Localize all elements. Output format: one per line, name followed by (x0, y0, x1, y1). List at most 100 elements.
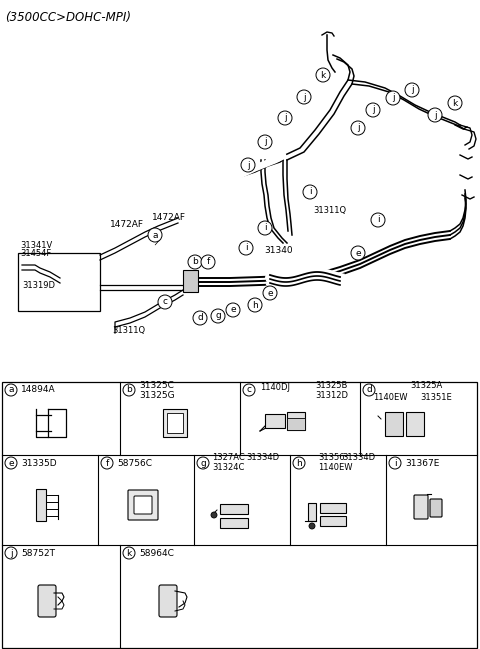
Bar (36, 489, 46, 521)
Text: j: j (434, 110, 436, 119)
Circle shape (351, 246, 365, 260)
Circle shape (428, 108, 442, 122)
FancyBboxPatch shape (430, 499, 442, 517)
Text: 58752T: 58752T (21, 548, 55, 557)
Circle shape (389, 457, 401, 469)
Bar (163, 409, 187, 437)
Circle shape (278, 111, 292, 125)
Circle shape (211, 512, 217, 518)
Circle shape (5, 384, 17, 396)
Text: e: e (267, 289, 273, 297)
Text: 58964C: 58964C (139, 548, 174, 557)
Text: j: j (303, 93, 305, 101)
Circle shape (448, 96, 462, 110)
Bar (167, 413, 183, 433)
Circle shape (371, 213, 385, 227)
Text: j: j (10, 548, 12, 557)
FancyBboxPatch shape (159, 585, 177, 617)
Circle shape (309, 523, 315, 529)
Bar (2, 382, 477, 648)
Bar (406, 412, 424, 436)
Text: h: h (252, 300, 258, 310)
Bar (18, 253, 100, 311)
Text: j: j (247, 160, 249, 169)
Circle shape (263, 286, 277, 300)
Text: (3500CC>DOHC-MPI): (3500CC>DOHC-MPI) (5, 11, 131, 24)
Text: 31325B: 31325B (315, 380, 348, 389)
Circle shape (123, 547, 135, 559)
Text: i: i (377, 215, 379, 225)
Text: b: b (192, 258, 198, 267)
Bar (385, 412, 403, 436)
Text: 31319D: 31319D (22, 281, 55, 290)
Bar (320, 503, 346, 513)
Text: 31351E: 31351E (420, 393, 452, 402)
Bar (220, 518, 248, 528)
Text: f: f (206, 258, 210, 267)
Text: a: a (8, 386, 14, 395)
Text: e: e (8, 458, 14, 467)
Text: 31334D: 31334D (246, 454, 279, 463)
Text: e: e (230, 306, 236, 315)
Circle shape (188, 255, 202, 269)
Circle shape (158, 295, 172, 309)
Circle shape (197, 457, 209, 469)
Circle shape (193, 311, 207, 325)
Text: 31325C: 31325C (139, 382, 174, 391)
FancyBboxPatch shape (128, 490, 158, 520)
Text: 31356: 31356 (318, 454, 345, 463)
Text: i: i (394, 458, 396, 467)
Text: j: j (264, 138, 266, 147)
Text: j: j (284, 114, 286, 123)
Text: 31324C: 31324C (212, 463, 244, 472)
Text: i: i (245, 243, 247, 252)
Text: d: d (366, 386, 372, 395)
Text: k: k (452, 99, 457, 108)
Circle shape (5, 547, 17, 559)
Circle shape (123, 384, 135, 396)
Circle shape (316, 68, 330, 82)
Circle shape (201, 255, 215, 269)
Circle shape (297, 90, 311, 104)
FancyBboxPatch shape (134, 496, 152, 514)
Text: 31325A: 31325A (410, 380, 442, 389)
Circle shape (248, 298, 262, 312)
Text: 31312D: 31312D (315, 391, 348, 400)
Bar (220, 504, 248, 514)
Bar (183, 270, 198, 292)
Circle shape (293, 457, 305, 469)
Text: 31311Q: 31311Q (313, 206, 346, 215)
Bar (287, 412, 305, 430)
Bar (320, 516, 346, 526)
Text: g: g (215, 312, 221, 321)
Text: 1140DJ: 1140DJ (260, 382, 290, 391)
Circle shape (386, 91, 400, 105)
Text: d: d (197, 313, 203, 323)
Text: 31335D: 31335D (21, 458, 57, 467)
Text: 31341V: 31341V (20, 241, 52, 250)
Text: c: c (163, 297, 168, 306)
Bar (287, 418, 305, 430)
Text: 1327AC: 1327AC (212, 454, 245, 463)
Text: j: j (357, 123, 360, 132)
Text: j: j (411, 86, 413, 95)
Circle shape (211, 309, 225, 323)
Text: b: b (126, 386, 132, 395)
Circle shape (243, 384, 255, 396)
Circle shape (148, 228, 162, 242)
Bar (265, 414, 285, 428)
Text: 31367E: 31367E (405, 458, 439, 467)
Text: 31311Q: 31311Q (112, 326, 145, 335)
Text: 1140EW: 1140EW (373, 393, 408, 402)
Circle shape (366, 103, 380, 117)
Circle shape (241, 158, 255, 172)
Circle shape (303, 185, 317, 199)
Text: i: i (309, 188, 312, 197)
Text: 58756C: 58756C (117, 458, 152, 467)
Circle shape (5, 457, 17, 469)
Text: 1472AF: 1472AF (152, 213, 186, 222)
Text: h: h (296, 458, 302, 467)
Circle shape (351, 121, 365, 135)
FancyBboxPatch shape (38, 585, 56, 617)
Text: 31325G: 31325G (139, 391, 175, 400)
